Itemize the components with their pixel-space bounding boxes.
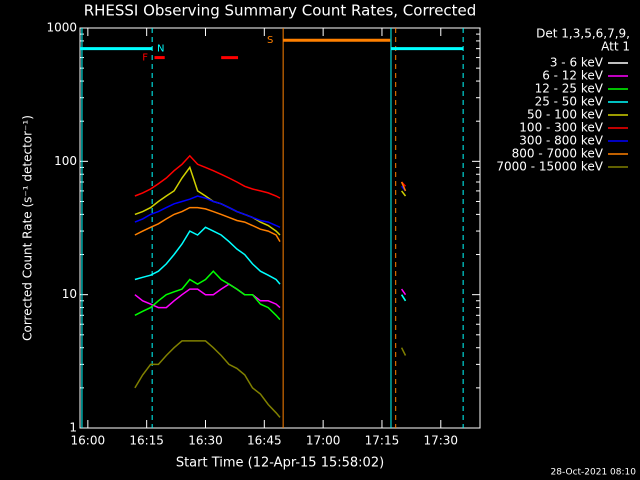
series-line: [134, 181, 407, 242]
x-tick-label: 16:45: [247, 434, 282, 448]
y-tick-label: 100: [54, 154, 77, 168]
x-tick-label: 17:00: [306, 434, 341, 448]
x-tick-label: 16:15: [129, 434, 164, 448]
series-line: [134, 165, 407, 236]
y-tick-label: 10: [62, 287, 77, 301]
legend-label: 12 - 25 keV: [535, 82, 604, 96]
y-axis-label: Corrected Count Rate (s⁻¹ detector⁻¹): [21, 115, 35, 341]
legend-label: 50 - 100 keV: [527, 108, 604, 122]
legend-label: 300 - 800 keV: [519, 134, 603, 148]
series-line: [134, 226, 407, 302]
flag-label: S: [267, 35, 273, 46]
series-line: [134, 340, 407, 418]
y-tick-label: 1000: [46, 21, 77, 35]
series-line: [134, 270, 407, 321]
legend-label: 3 - 6 keV: [550, 56, 604, 70]
legend-label: 800 - 7000 keV: [512, 147, 604, 161]
plot-frame: [79, 27, 481, 429]
flag-label: F: [142, 53, 148, 64]
x-tick-label: 16:30: [188, 434, 223, 448]
x-axis-label: Start Time (12-Apr-15 15:58:02): [176, 456, 384, 471]
x-tick-label: 16:00: [71, 434, 106, 448]
legend-title: Att 1: [601, 40, 630, 54]
legend-label: 6 - 12 keV: [542, 69, 604, 83]
legend-label: 25 - 50 keV: [535, 95, 604, 109]
legend-label: 100 - 300 keV: [519, 121, 603, 135]
flag-label: N: [157, 44, 164, 55]
series-line: [134, 154, 407, 199]
series-line: [134, 185, 407, 228]
legend-title: Det 1,3,5,6,7,9,: [536, 27, 630, 41]
legend-label: 7000 - 15000 keV: [496, 160, 603, 174]
footer: 28-Oct-2021 08:10: [551, 468, 637, 478]
chart-title: RHESSI Observing Summary Count Rates, Co…: [84, 2, 477, 20]
series-line: [134, 260, 406, 273]
y-tick-label: 1: [69, 421, 77, 435]
x-tick-label: 17:15: [365, 434, 400, 448]
x-tick-label: 17:30: [423, 434, 458, 448]
series-line: [134, 283, 407, 309]
